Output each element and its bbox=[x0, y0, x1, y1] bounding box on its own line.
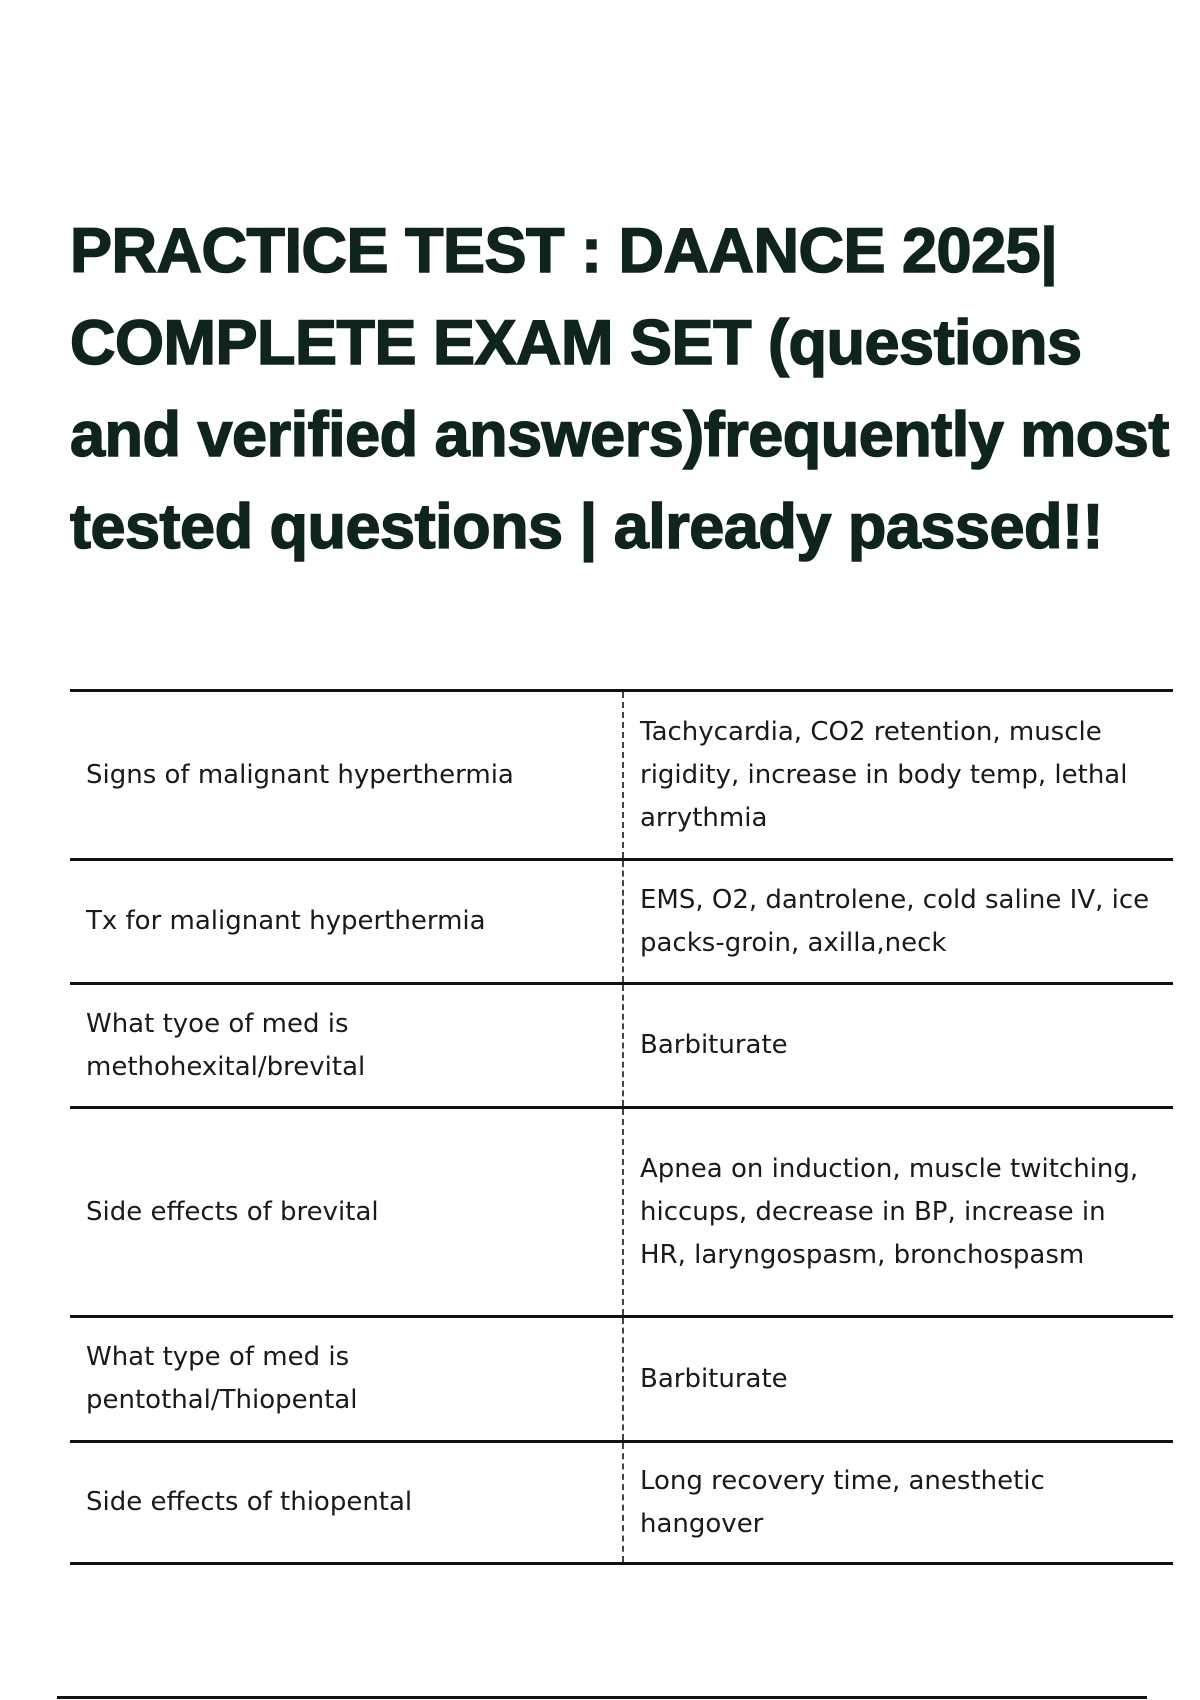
table-row: What tyoe of med is methohexital/brevita… bbox=[70, 982, 1173, 1109]
question-cell: What tyoe of med is methohexital/brevita… bbox=[70, 982, 623, 1109]
table-row: Signs of malignant hyperthermia Tachycar… bbox=[70, 689, 1173, 861]
answer-cell: Apnea on induction, muscle twitching, hi… bbox=[622, 1106, 1173, 1318]
qa-table: Signs of malignant hyperthermia Tachycar… bbox=[70, 689, 1173, 1565]
answer-cell: Barbiturate bbox=[622, 1315, 1173, 1443]
answer-cell: EMS, O2, dantrolene, cold saline IV, ice… bbox=[622, 858, 1173, 985]
answer-cell: Tachycardia, CO2 retention, muscle rigid… bbox=[622, 689, 1173, 861]
question-cell: Side effects of brevital bbox=[70, 1106, 623, 1318]
table-row: What type of med is pentothal/Thiopental… bbox=[70, 1315, 1173, 1443]
question-cell: What type of med is pentothal/Thiopental bbox=[70, 1315, 623, 1443]
document-title: PRACTICE TEST : DAANCE 2025| COMPLETE EX… bbox=[69, 215, 1170, 563]
question-cell: Tx for malignant hyperthermia bbox=[70, 858, 623, 985]
table-row: Tx for malignant hyperthermia EMS, O2, d… bbox=[70, 858, 1173, 985]
question-cell: Side effects of thiopental bbox=[70, 1440, 623, 1565]
page-divider bbox=[57, 1696, 1147, 1699]
question-cell: Signs of malignant hyperthermia bbox=[70, 689, 623, 861]
answer-cell: Barbiturate bbox=[622, 982, 1173, 1109]
table-row: Side effects of thiopental Long recovery… bbox=[70, 1440, 1173, 1565]
table-row: Side effects of brevital Apnea on induct… bbox=[70, 1106, 1173, 1318]
answer-cell: Long recovery time, anesthetic hangover bbox=[622, 1440, 1173, 1565]
